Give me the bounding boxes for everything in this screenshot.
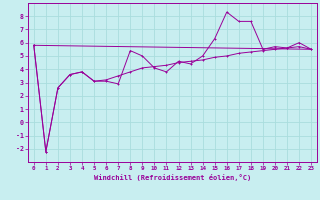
X-axis label: Windchill (Refroidissement éolien,°C): Windchill (Refroidissement éolien,°C) bbox=[94, 174, 251, 181]
